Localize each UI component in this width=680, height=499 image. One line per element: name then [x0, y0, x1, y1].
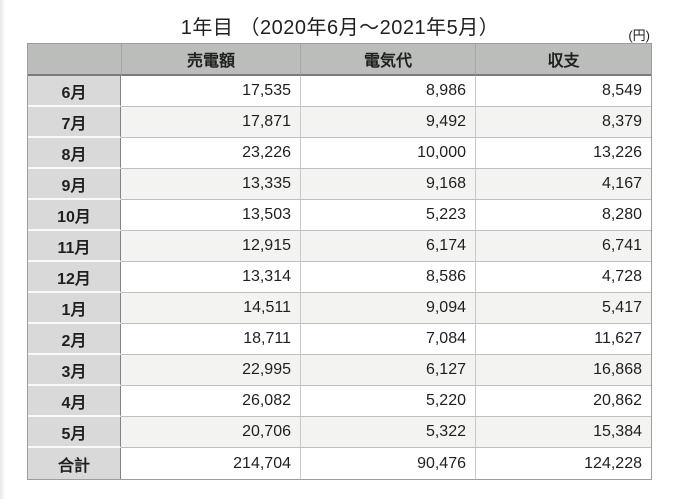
row-value-cell: 23,226 — [121, 138, 300, 169]
row-value-cell: 16,868 — [475, 355, 651, 386]
row-value-cell: 5,220 — [300, 386, 475, 417]
row-value-cell: 18,711 — [121, 324, 300, 355]
unit-label: (円) — [628, 28, 650, 43]
row-label-cell: 12月 — [28, 262, 121, 293]
row-value-cell: 5,322 — [300, 417, 475, 448]
row-value-cell: 9,094 — [300, 293, 475, 324]
row-value-cell: 10,000 — [300, 138, 475, 169]
row-value-cell: 13,314 — [121, 262, 300, 293]
table-row: 6月 17,535 8,986 8,549 — [28, 76, 651, 107]
row-value-cell: 9,168 — [300, 169, 475, 200]
row-value-cell: 13,335 — [121, 169, 300, 200]
row-value-cell: 6,127 — [300, 355, 475, 386]
row-label-cell: 4月 — [28, 386, 121, 417]
table-row: 10月 13,503 5,223 8,280 — [28, 200, 651, 231]
table-row: 2月 18,711 7,084 11,627 — [28, 324, 651, 355]
row-value-cell: 4,167 — [475, 169, 651, 200]
row-label-cell: 3月 — [28, 355, 121, 386]
row-label-cell: 9月 — [28, 169, 121, 200]
row-value-cell: 8,586 — [300, 262, 475, 293]
row-value-cell: 15,384 — [475, 417, 651, 448]
row-label-cell: 合計 — [28, 448, 121, 479]
column-header-sales: 売電額 — [121, 44, 300, 76]
row-value-cell: 11,627 — [475, 324, 651, 355]
row-label-cell: 7月 — [28, 107, 121, 138]
row-value-cell: 12,915 — [121, 231, 300, 262]
row-value-cell: 90,476 — [300, 448, 475, 479]
table-row: 5月 20,706 5,322 15,384 — [28, 417, 651, 448]
column-header-month — [28, 44, 121, 76]
row-value-cell: 13,503 — [121, 200, 300, 231]
page-edge-shadow — [0, 0, 5, 499]
row-label-cell: 10月 — [28, 200, 121, 231]
row-value-cell: 6,741 — [475, 231, 651, 262]
row-value-cell: 214,704 — [121, 448, 300, 479]
row-value-cell: 9,492 — [300, 107, 475, 138]
row-value-cell: 20,706 — [121, 417, 300, 448]
row-label-cell: 1月 — [28, 293, 121, 324]
row-value-cell: 8,280 — [475, 200, 651, 231]
page-title: 1年目 （2020年6月～2021年5月） — [180, 17, 500, 39]
table-row: 11月 12,915 6,174 6,741 — [28, 231, 651, 262]
row-value-cell: 13,226 — [475, 138, 651, 169]
table-row: 1月 14,511 9,094 5,417 — [28, 293, 651, 324]
column-header-balance: 収支 — [475, 44, 651, 76]
header-row: 売電額 電気代 収支 — [28, 44, 651, 76]
table-row: 12月 13,314 8,586 4,728 — [28, 262, 651, 293]
column-header-electric-bill: 電気代 — [300, 44, 475, 76]
row-value-cell: 26,082 — [121, 386, 300, 417]
table-row: 4月 26,082 5,220 20,862 — [28, 386, 651, 417]
row-value-cell: 8,379 — [475, 107, 651, 138]
row-value-cell: 14,511 — [121, 293, 300, 324]
total-row: 合計 214,704 90,476 124,228 — [28, 448, 651, 479]
row-value-cell: 5,417 — [475, 293, 651, 324]
row-label-cell: 5月 — [28, 417, 121, 448]
row-value-cell: 8,986 — [300, 76, 475, 107]
row-label-cell: 2月 — [28, 324, 121, 355]
row-value-cell: 20,862 — [475, 386, 651, 417]
table-row: 7月 17,871 9,492 8,379 — [28, 107, 651, 138]
table-row: 8月 23,226 10,000 13,226 — [28, 138, 651, 169]
table-body: 6月 17,535 8,986 8,549 7月 17,871 9,492 8,379 8月 23… — [28, 76, 651, 479]
row-value-cell: 7,084 — [300, 324, 475, 355]
row-value-cell: 22,995 — [121, 355, 300, 386]
row-label-cell: 6月 — [28, 76, 121, 107]
row-label-cell: 8月 — [28, 138, 121, 169]
table-row: 3月 22,995 6,127 16,868 — [28, 355, 651, 386]
row-value-cell: 124,228 — [475, 448, 651, 479]
table-row: 9月 13,335 9,168 4,167 — [28, 169, 651, 200]
row-value-cell: 8,549 — [475, 76, 651, 107]
row-value-cell: 5,223 — [300, 200, 475, 231]
row-value-cell: 17,871 — [121, 107, 300, 138]
row-value-cell: 4,728 — [475, 262, 651, 293]
row-value-cell: 17,535 — [121, 76, 300, 107]
monthly-balance-table: 売電額 電気代 収支 6月 17,535 8,986 8,549 7月 17,871 9,4… — [27, 43, 652, 480]
row-value-cell: 6,174 — [300, 231, 475, 262]
row-label-cell: 11月 — [28, 231, 121, 262]
